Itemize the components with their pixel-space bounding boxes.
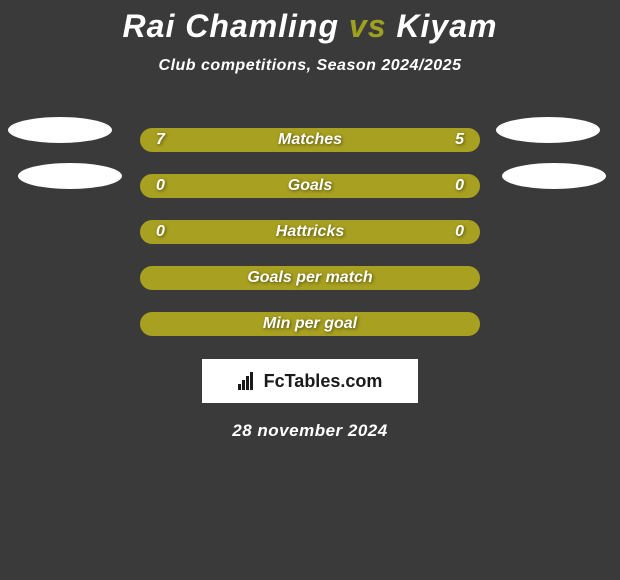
stat-left-value: 7	[156, 131, 165, 149]
stat-label: Goals per match	[247, 269, 372, 287]
stat-row-matches: 7 Matches 5	[0, 117, 620, 163]
stat-bar: 7 Matches 5	[140, 128, 480, 152]
stat-bar: 0 Goals 0	[140, 174, 480, 198]
stat-right-value: 0	[455, 223, 464, 241]
stat-label: Goals	[288, 177, 332, 195]
stat-left-value: 0	[156, 177, 165, 195]
stat-label: Matches	[278, 131, 342, 149]
vs-text: vs	[349, 8, 387, 44]
stats-area: 7 Matches 5 0 Goals 0 0 Hattricks 0 Goal…	[0, 117, 620, 347]
stat-label: Min per goal	[263, 315, 357, 333]
branding-inner: FcTables.com	[238, 371, 383, 392]
stat-right-value: 0	[455, 177, 464, 195]
subtitle: Club competitions, Season 2024/2025	[0, 57, 620, 75]
stat-left-value: 0	[156, 223, 165, 241]
page-title: Rai Chamling vs Kiyam	[0, 8, 620, 45]
stat-row-hattricks: 0 Hattricks 0	[0, 209, 620, 255]
stat-row-min-per-goal: Min per goal	[0, 301, 620, 347]
stat-bar: Goals per match	[140, 266, 480, 290]
branding-box[interactable]: FcTables.com	[202, 359, 418, 403]
date-text: 28 november 2024	[0, 421, 620, 441]
stat-row-goals: 0 Goals 0	[0, 163, 620, 209]
stat-bar: Min per goal	[140, 312, 480, 336]
main-container: Rai Chamling vs Kiyam Club competitions,…	[0, 0, 620, 441]
player1-name: Rai Chamling	[123, 8, 339, 44]
player2-name: Kiyam	[396, 8, 497, 44]
chart-icon	[238, 372, 260, 390]
stat-bar: 0 Hattricks 0	[140, 220, 480, 244]
stat-right-value: 5	[455, 131, 464, 149]
branding-text: FcTables.com	[264, 371, 383, 392]
stat-row-goals-per-match: Goals per match	[0, 255, 620, 301]
stat-label: Hattricks	[276, 223, 344, 241]
